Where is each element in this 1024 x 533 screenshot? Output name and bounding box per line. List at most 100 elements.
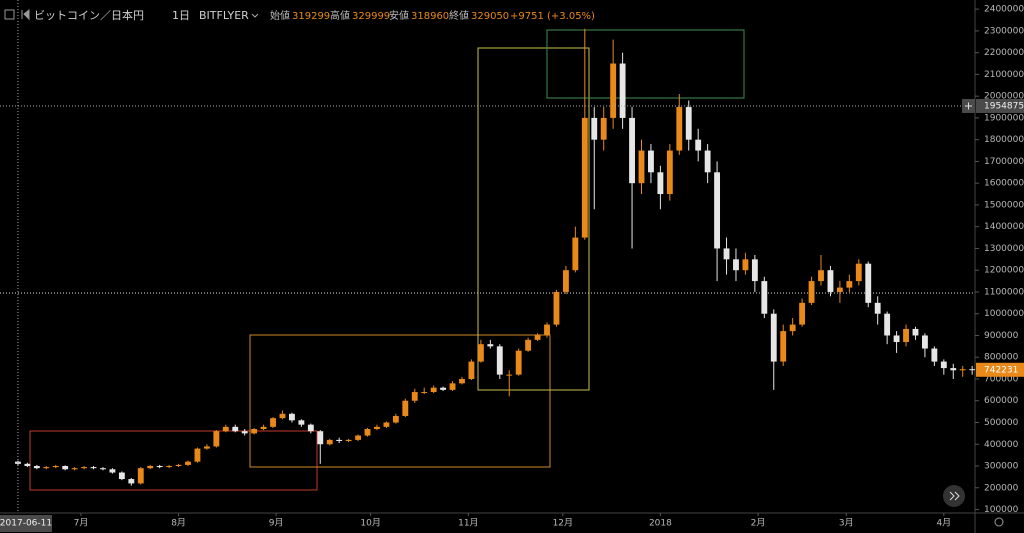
settings-icon[interactable] — [994, 517, 1004, 527]
last-price: 742231 — [984, 365, 1018, 375]
annotation-box[interactable] — [477, 47, 590, 391]
y-tick-label: 2300000 — [984, 26, 1024, 36]
candle-body — [430, 387, 437, 393]
scroll-icon — [949, 491, 960, 501]
y-tick-label: 800000 — [984, 353, 1019, 363]
x-tick-label: 3月 — [839, 518, 854, 529]
y-tick-label: 2200000 — [984, 48, 1024, 58]
candle-body — [676, 107, 683, 151]
crosshair-date: 2017-06-11 — [0, 519, 52, 529]
candle-body — [836, 287, 843, 292]
candle-body — [100, 468, 106, 470]
candle-body — [940, 361, 947, 369]
close-value: 329050 — [471, 11, 509, 22]
candle-body — [449, 383, 456, 390]
candle-body — [411, 392, 418, 401]
candle-body — [71, 468, 78, 470]
candle-body — [808, 281, 815, 303]
candle-body — [166, 466, 173, 468]
crosshair-price-box — [976, 98, 1024, 113]
candle-body — [921, 335, 928, 349]
candle-body — [685, 107, 692, 140]
y-tick-label: 1300000 — [984, 244, 1024, 254]
y-tick-label: 2400000 — [984, 5, 1024, 15]
candle-body — [279, 413, 286, 419]
x-tick-label: 7月 — [74, 518, 89, 529]
candle-body — [364, 429, 371, 436]
high-value: 329999 — [352, 11, 390, 22]
candle-body — [525, 339, 532, 351]
crosshair-date-box — [0, 515, 52, 532]
candle-body — [818, 270, 824, 282]
dropdown-icon[interactable] — [251, 13, 259, 18]
candle-body — [222, 426, 229, 432]
candle-body — [33, 466, 40, 469]
annotation-box[interactable] — [546, 29, 745, 99]
candle-body — [128, 479, 135, 484]
candle-body — [855, 263, 862, 282]
candle-body — [62, 466, 69, 470]
candle-body — [695, 139, 702, 151]
candle-body — [392, 415, 399, 423]
collapse-icon[interactable] — [4, 9, 15, 20]
candle-body — [515, 350, 522, 375]
candle-body — [251, 429, 258, 434]
candle-body — [374, 426, 380, 430]
symbol[interactable]: ビットコイン／日本円 — [34, 8, 144, 22]
y-tick-label: 1700000 — [984, 157, 1024, 167]
add-icon — [965, 102, 972, 110]
candle-body — [156, 466, 163, 468]
candle-body — [865, 263, 872, 303]
y-tick-label: 1200000 — [984, 266, 1024, 276]
candle-body — [118, 472, 125, 480]
candle-body — [704, 150, 711, 173]
candle-body — [751, 259, 758, 282]
candle-body — [553, 291, 560, 325]
candle-body — [175, 464, 182, 467]
candle-body — [185, 461, 191, 465]
last-price-box — [976, 362, 1024, 377]
x-tick-label: 12月 — [553, 518, 573, 529]
x-tick-label: 4月 — [936, 518, 951, 529]
interval[interactable]: 1日 — [172, 9, 190, 22]
annotation-box[interactable] — [249, 334, 551, 468]
candle-body — [147, 466, 154, 469]
y-tick-label: 300000 — [984, 462, 1019, 472]
y-tick-label: 1400000 — [984, 222, 1024, 232]
candle-body — [137, 468, 144, 484]
candle-body — [213, 431, 220, 447]
candle-body — [874, 302, 881, 314]
y-tick-label: 1600000 — [984, 179, 1024, 189]
y-tick-label: 1500000 — [984, 200, 1024, 210]
candle-body — [383, 422, 390, 427]
low-value: 318960 — [411, 11, 449, 22]
candle-body — [827, 270, 834, 292]
candle-body — [402, 400, 409, 416]
candle-body — [893, 335, 900, 342]
y-tick-label: 2000000 — [984, 92, 1024, 102]
annotation-box[interactable] — [29, 430, 318, 491]
candle-body — [317, 431, 324, 445]
candle-body — [241, 431, 248, 434]
candle-body — [903, 328, 909, 342]
low-label: 安値 — [389, 9, 409, 22]
y-tick-label: 1900000 — [984, 113, 1024, 123]
candle-body — [638, 150, 645, 184]
x-tick-label: 9月 — [269, 518, 284, 529]
x-tick-label: 10月 — [360, 518, 380, 529]
candle-body — [81, 467, 88, 469]
candle-body — [307, 424, 314, 432]
exchange[interactable]: BITFLYER — [199, 9, 249, 22]
candle-body — [780, 331, 787, 362]
y-tick-label: 900000 — [984, 331, 1019, 341]
x-tick-label: 2018 — [649, 519, 672, 529]
candle-body — [203, 446, 210, 449]
y-tick-label: 1100000 — [984, 287, 1024, 297]
candle-body — [789, 324, 796, 332]
candle-body — [629, 117, 635, 184]
candle-body — [761, 281, 768, 314]
candle-body — [591, 117, 598, 140]
candle-body — [440, 387, 447, 390]
y-tick-label: 1800000 — [984, 135, 1024, 145]
candle-body — [496, 346, 503, 375]
